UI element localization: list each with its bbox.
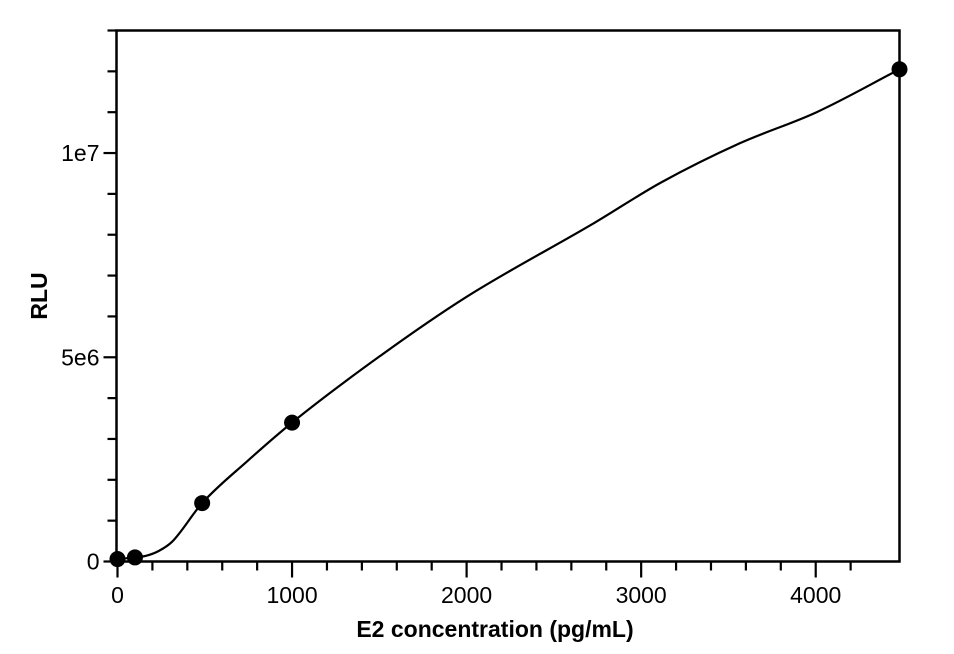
x-tick-label: 4000 xyxy=(790,582,841,608)
y-tick-label: 0 xyxy=(87,549,100,575)
data-point-marker xyxy=(194,495,211,512)
fit-curve-path xyxy=(117,68,901,561)
x-tick-label: 1000 xyxy=(266,582,317,608)
data-points xyxy=(109,61,908,568)
y-tick-label: 1e7 xyxy=(61,140,99,166)
x-tick-label: 2000 xyxy=(441,582,492,608)
x-axis-title: E2 concentration (pg/mL) xyxy=(356,616,633,642)
axis-ticks xyxy=(103,29,852,578)
data-point-marker xyxy=(109,551,126,568)
tick-labels: 0 1000 2000 3000 4000 0 5e6 1e7 xyxy=(61,140,841,608)
x-tick-label: 0 xyxy=(111,582,124,608)
x-tick-label: 3000 xyxy=(616,582,667,608)
y-axis-title: RLU xyxy=(26,272,52,319)
data-point-marker xyxy=(891,61,908,78)
plot-frame xyxy=(115,29,901,563)
data-point-marker xyxy=(284,414,301,431)
data-point-marker xyxy=(126,549,143,566)
fitted-curve xyxy=(117,68,901,561)
y-tick-label: 5e6 xyxy=(61,344,99,370)
